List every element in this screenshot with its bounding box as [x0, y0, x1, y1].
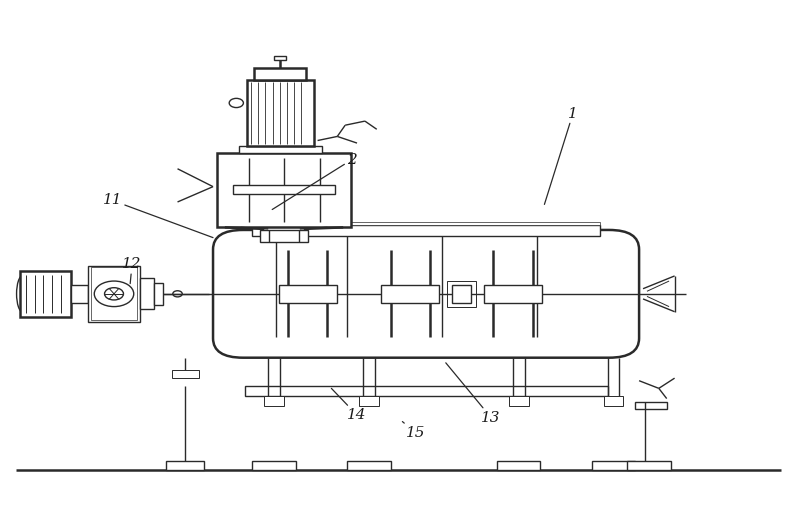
Bar	[497, 461, 540, 470]
Bar	[381, 285, 439, 303]
Bar	[359, 396, 379, 406]
Bar	[88, 266, 140, 322]
Bar	[254, 68, 306, 80]
Bar	[484, 285, 542, 303]
Bar	[627, 461, 671, 470]
Bar	[154, 283, 163, 305]
Text: 12: 12	[122, 257, 142, 284]
Text: 1: 1	[544, 106, 578, 204]
FancyBboxPatch shape	[213, 230, 639, 358]
Bar	[252, 222, 600, 225]
Bar	[447, 281, 476, 307]
Text: 14: 14	[331, 388, 367, 422]
Bar	[252, 225, 600, 236]
Bar	[264, 396, 284, 406]
Text: 11: 11	[103, 193, 213, 238]
Bar	[238, 146, 322, 153]
Bar	[635, 402, 667, 409]
Text: 2: 2	[272, 152, 357, 210]
Text: 13: 13	[446, 363, 501, 425]
Bar	[233, 185, 335, 194]
Bar	[604, 396, 623, 406]
Bar	[252, 461, 296, 470]
Bar	[347, 461, 391, 470]
Bar	[217, 153, 351, 227]
Bar	[20, 271, 71, 317]
Bar	[172, 370, 199, 378]
Bar	[260, 230, 308, 242]
Bar	[279, 285, 337, 303]
Text: 15: 15	[402, 422, 426, 440]
Bar	[452, 285, 471, 303]
Bar	[71, 285, 88, 303]
Bar	[166, 461, 204, 470]
Bar	[592, 461, 635, 470]
Bar	[509, 396, 529, 406]
Bar	[274, 56, 286, 60]
Bar	[245, 386, 608, 396]
Bar	[91, 267, 137, 320]
Bar	[140, 278, 154, 309]
Bar	[246, 80, 313, 146]
